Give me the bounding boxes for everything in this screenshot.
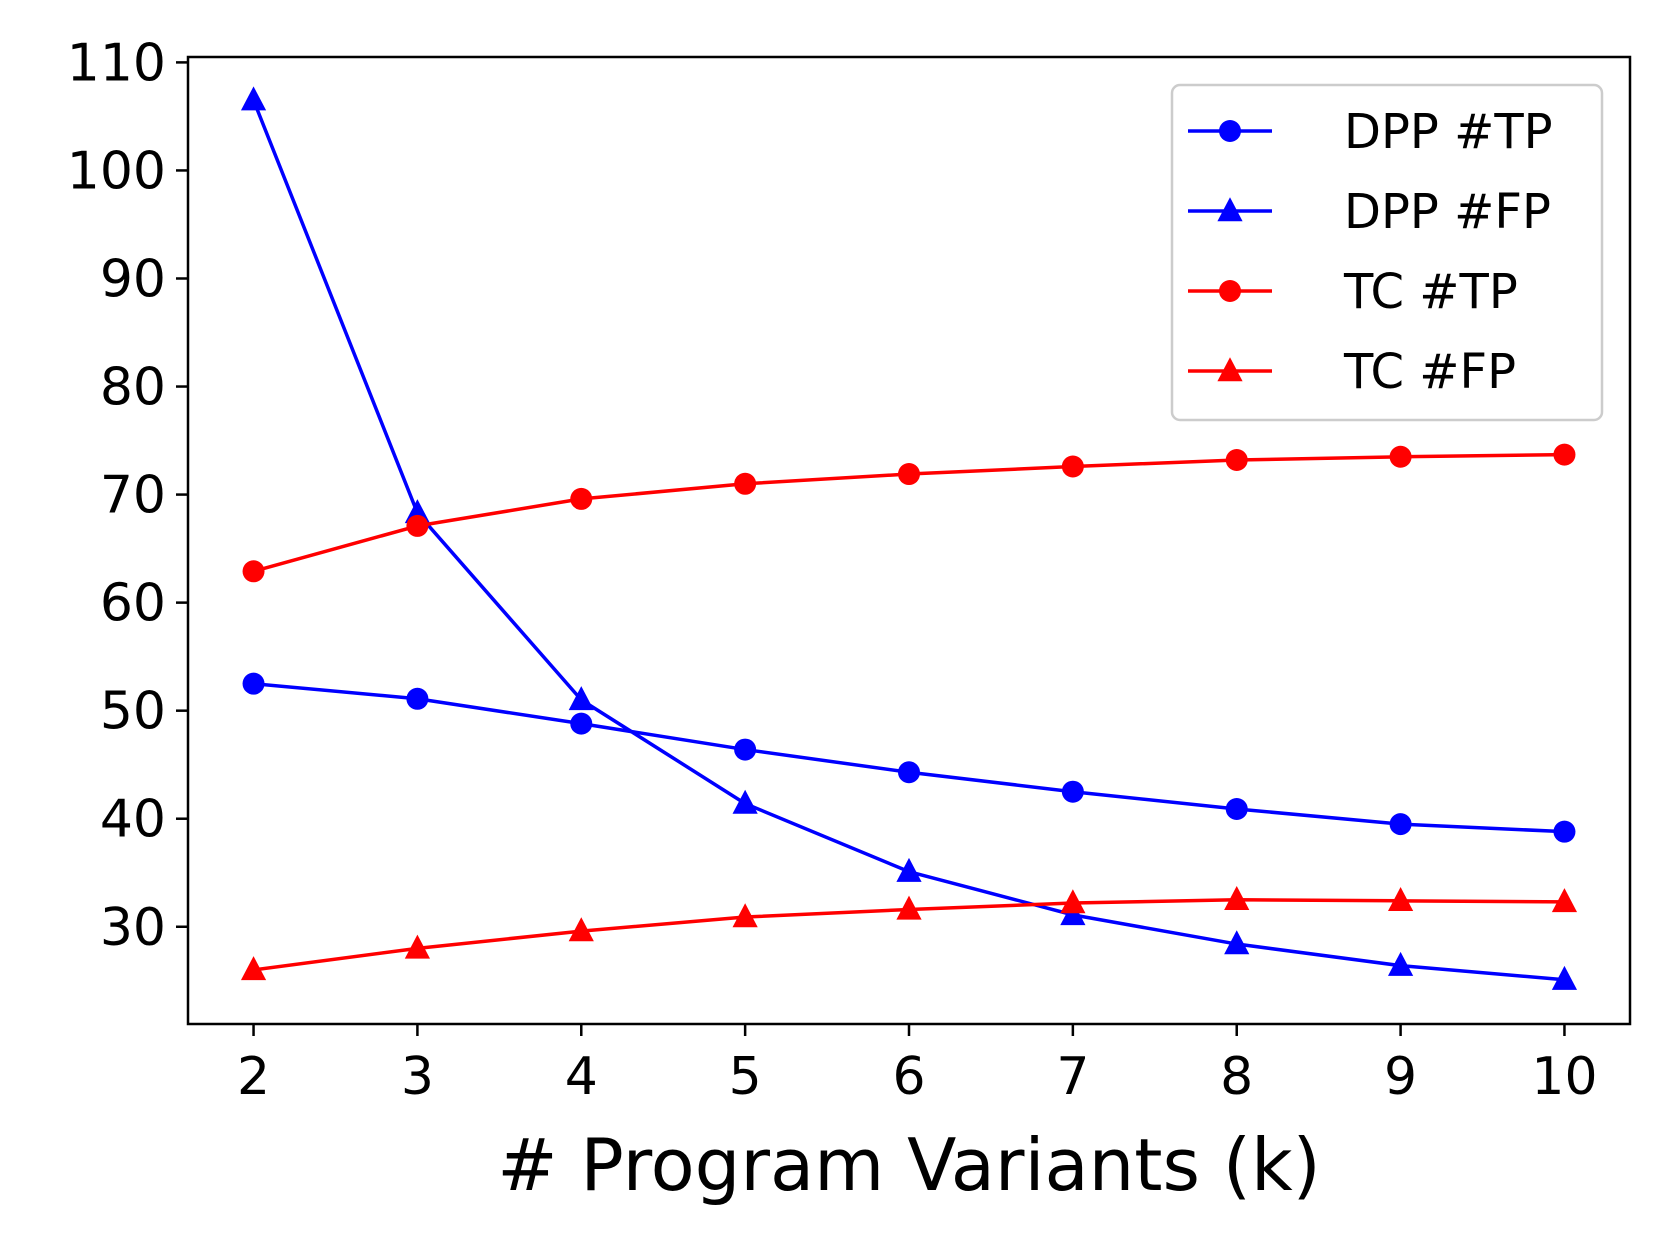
data-point-tc-fp (1551, 888, 1578, 913)
x-tick-label: 8 (1220, 1047, 1253, 1107)
x-tick-label: 6 (892, 1047, 925, 1107)
legend-label: DPP #TP (1344, 104, 1553, 160)
legend-marker (1217, 357, 1243, 382)
data-point-tc-fp (1387, 887, 1414, 912)
y-tick-label: 50 (100, 682, 166, 742)
data-point-dpp-tp (734, 738, 757, 761)
data-point-dpp-tp (898, 761, 920, 784)
data-point-tc-fp (732, 903, 758, 928)
legend-marker (1219, 280, 1241, 302)
data-point-tc-tp (242, 560, 265, 583)
y-tick-label: 30 (100, 898, 166, 958)
legend-item-dpp-fp: DPP #FP (1188, 184, 1551, 240)
data-point-tc-fp (404, 934, 431, 959)
x-tick-label: 2 (237, 1047, 270, 1107)
data-point-tc-fp (1224, 885, 1250, 910)
data-point-tc-tp (1061, 455, 1084, 478)
data-point-dpp-fp (1387, 951, 1414, 976)
legend-label: TC #FP (1343, 344, 1516, 400)
y-tick-label: 110 (67, 33, 166, 93)
series-layer (240, 86, 1578, 990)
data-point-tc-fp (1060, 889, 1086, 914)
data-point-dpp-fp (896, 857, 922, 882)
series-tc-tp (242, 443, 1576, 583)
data-point-tc-tp (406, 514, 429, 537)
data-point-dpp-fp (732, 789, 758, 814)
legend-item-dpp-tp: DPP #TP (1188, 104, 1553, 160)
y-tick-label: 60 (100, 574, 166, 634)
data-point-dpp-fp (1551, 965, 1578, 990)
data-point-tc-fp (240, 956, 267, 981)
y-tick-label: 100 (67, 141, 166, 201)
legend-item-tc-tp: TC #TP (1188, 264, 1518, 320)
x-tick-label: 5 (729, 1047, 762, 1107)
data-point-dpp-tp (1389, 813, 1412, 836)
data-point-dpp-tp (242, 672, 265, 695)
x-tick-label: 7 (1056, 1047, 1089, 1107)
data-point-dpp-tp (1553, 820, 1576, 843)
data-point-tc-tp (898, 463, 920, 486)
x-axis-label: # Program Variants (k) (497, 1123, 1321, 1207)
data-point-tc-tp (1225, 449, 1248, 472)
data-point-tc-tp (1553, 443, 1576, 466)
x-axis: 2 3 4 5 6 7 8 9 10 (237, 1024, 1598, 1107)
y-axis: 30 40 50 60 70 80 90 100 110 (67, 33, 188, 958)
data-point-dpp-tp (1225, 797, 1248, 820)
legend-marker (1217, 197, 1243, 222)
legend-frame (1170, 83, 1604, 422)
data-point-tc-tp (734, 472, 757, 495)
legend-marker (1219, 120, 1241, 142)
data-point-dpp-tp (1061, 780, 1084, 803)
y-tick-label: 40 (100, 790, 166, 850)
legend-label: DPP #FP (1344, 184, 1551, 240)
y-tick-label: 70 (100, 466, 166, 526)
data-point-dpp-tp (406, 687, 429, 710)
legend: DPP #TP DPP #FP TC #TP TC #FP (1170, 83, 1604, 422)
data-point-dpp-fp (1224, 930, 1250, 955)
legend-item-tc-fp: TC #FP (1188, 344, 1516, 400)
x-tick-label: 4 (565, 1047, 598, 1107)
data-point-tc-tp (570, 487, 593, 510)
data-point-tc-fp (568, 917, 594, 942)
x-tick-label: 3 (401, 1047, 434, 1107)
data-point-dpp-fp (568, 686, 594, 711)
data-point-tc-fp (896, 895, 922, 920)
x-tick-label: 9 (1384, 1047, 1417, 1107)
data-point-tc-tp (1389, 445, 1412, 468)
series-tc-fp (240, 885, 1578, 981)
series-dpp-tp (242, 672, 1576, 843)
data-point-dpp-fp (240, 86, 267, 111)
data-point-dpp-tp (570, 712, 593, 735)
y-tick-label: 80 (100, 358, 166, 418)
x-tick-label: 10 (1531, 1047, 1597, 1107)
y-tick-label: 90 (100, 249, 166, 309)
legend-label: TC #TP (1343, 264, 1518, 320)
